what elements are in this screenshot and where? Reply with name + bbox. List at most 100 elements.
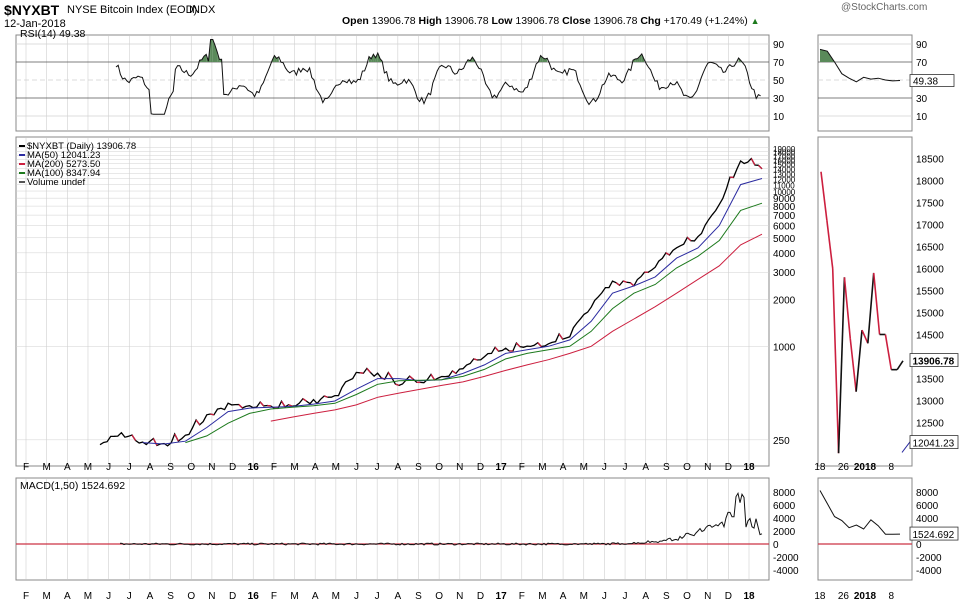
x-tick-label-lower: A xyxy=(560,591,567,602)
x-tick-label: J xyxy=(106,462,111,473)
price-down-segment xyxy=(131,434,137,441)
price-legend-entry: MA(50) 12041.23 xyxy=(27,150,100,161)
zoom-price-segment xyxy=(837,277,846,454)
price-tick-label: 10000 xyxy=(773,188,796,197)
price-down-segment xyxy=(387,372,393,379)
x-tick-label: A xyxy=(560,462,567,473)
price-down-segment xyxy=(537,342,542,347)
x-tick-label-lower: A xyxy=(147,591,154,602)
x-tick-label: O xyxy=(683,462,691,473)
low-label: Low xyxy=(491,15,513,27)
zoom-ma50-line xyxy=(901,440,912,453)
high-label: High xyxy=(418,15,442,27)
macd-tick-label: 8000 xyxy=(773,488,796,499)
price-down-segment xyxy=(750,158,756,166)
series-line-1 xyxy=(142,178,763,445)
price-tick-label: 11000 xyxy=(773,182,795,191)
x-tick-label: N xyxy=(456,462,463,473)
main-panel-frame-2 xyxy=(15,477,770,581)
price-legend-entry: MA(200) 5273.50 xyxy=(27,159,100,170)
x-tick-label: 17 xyxy=(496,462,508,473)
price-down-segment xyxy=(302,398,307,402)
macd-tick-label: 4000 xyxy=(773,514,796,525)
chg-label: Chg xyxy=(640,15,661,27)
x-tick-label-lower: O xyxy=(683,591,691,602)
zoom-rsi-tick-label: 10 xyxy=(916,112,928,123)
x-tick-label: N xyxy=(704,462,711,473)
zoom-price-segment xyxy=(831,268,840,454)
x-tick-label: M xyxy=(84,462,92,473)
x-tick-label: 18 xyxy=(743,462,755,473)
price-tick-label: 12000 xyxy=(773,176,796,185)
chg-value: +170.49 (+1.24%) xyxy=(663,15,748,27)
zoom-price-tick-label: 12500 xyxy=(916,418,944,429)
close-value: 13906.78 xyxy=(593,15,638,27)
zoom-price-tick-label: 15000 xyxy=(916,308,944,319)
zoom-price-tick-label: 18500 xyxy=(916,155,944,166)
zoom-macd-tick-label: -4000 xyxy=(916,566,942,577)
x-tick-label: D xyxy=(725,462,732,473)
zoom-price-segment xyxy=(896,360,904,371)
zoom-panel-frame-2 xyxy=(817,477,913,581)
zoom-price-tick-label: 17500 xyxy=(916,199,944,210)
zoom-price-tick-label: 17000 xyxy=(916,221,944,232)
price-down-segment xyxy=(451,370,457,374)
x-tick-label-lower: J xyxy=(623,591,628,602)
open-value: 13906.78 xyxy=(371,15,416,27)
rsi-overbought-fill xyxy=(369,56,372,62)
ma50-value-text: 12041.23 xyxy=(913,439,955,450)
chg-up-icon: ▲ xyxy=(750,16,760,26)
zoom-x-tick-label: 8 xyxy=(889,462,895,473)
zoom-macd-tick-label: -2000 xyxy=(916,553,942,564)
price-down-segment xyxy=(430,374,436,381)
x-tick-label: A xyxy=(147,462,154,473)
price-tick-label: 19000 xyxy=(773,145,796,154)
price-down-segment xyxy=(629,282,635,287)
zoom-macd-tick-label: 4000 xyxy=(916,514,939,525)
rsi-overbought-fill xyxy=(215,45,218,62)
price-down-segment xyxy=(195,419,201,426)
zoom-panel-frame-1 xyxy=(817,136,913,467)
zoom-x-tick-label-lower: 2018 xyxy=(854,591,877,602)
ma50-value-tag xyxy=(909,435,959,449)
price-down-segment xyxy=(238,404,243,409)
price-down-segment xyxy=(259,401,265,407)
price-tick-label: 4000 xyxy=(773,249,796,260)
x-tick-label-lower: N xyxy=(704,591,711,602)
x-tick-label: M xyxy=(580,462,588,473)
zoom-price-segment xyxy=(855,330,863,392)
price-tick-label: 16000 xyxy=(773,156,796,165)
price-tick-label: 17000 xyxy=(773,152,796,161)
x-tick-label-lower: M xyxy=(332,591,340,602)
main-panel-frame-0 xyxy=(15,34,770,132)
rsi-value-text: 49.38 xyxy=(913,77,938,88)
x-tick-label-lower: S xyxy=(663,591,670,602)
price-down-segment xyxy=(366,367,371,373)
main-panel-frame-1 xyxy=(15,136,770,467)
x-tick-label-lower: N xyxy=(208,591,215,602)
x-tick-label-lower: 18 xyxy=(743,591,755,602)
rsi-overbought-fill xyxy=(373,54,376,62)
zoom-rsi-tick-label: 90 xyxy=(916,40,928,51)
macd-tick-label: 6000 xyxy=(773,501,796,512)
x-tick-label: M xyxy=(290,462,298,473)
zoom-price-tick-label: 16500 xyxy=(916,243,944,254)
x-tick-label-lower: S xyxy=(415,591,422,602)
price-tick-label: 8000 xyxy=(773,202,796,213)
x-tick-label-lower: A xyxy=(64,591,71,602)
zoom-macd-tick-label: 0 xyxy=(916,540,922,551)
zoom-macd-line xyxy=(819,490,901,535)
x-tick-label-lower: M xyxy=(290,591,298,602)
open-label: Open xyxy=(342,15,369,27)
x-tick-label-lower: J xyxy=(375,591,380,602)
x-tick-label: D xyxy=(229,462,236,473)
zoom-x-tick-label: 2018 xyxy=(854,462,877,473)
rsi-value-tag xyxy=(909,74,955,87)
rsi-tick-label: 90 xyxy=(773,40,785,51)
x-tick-label: S xyxy=(663,462,670,473)
x-tick-label-lower: F xyxy=(23,591,29,602)
x-tick-label-lower: J xyxy=(354,591,359,602)
price-tick-label: 6000 xyxy=(773,221,796,232)
x-tick-label-lower: M xyxy=(84,591,92,602)
x-tick-label: J xyxy=(354,462,359,473)
